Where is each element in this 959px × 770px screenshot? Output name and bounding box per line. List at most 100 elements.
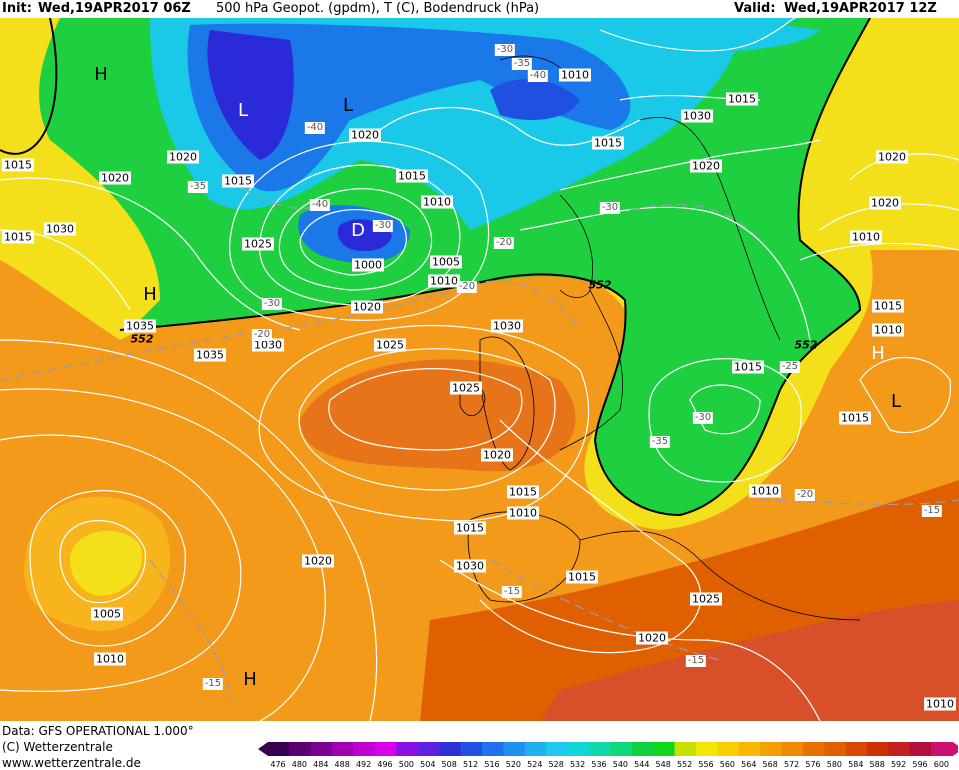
website-link[interactable]: www.wetterzentrale.de — [2, 756, 141, 770]
legend-tick-label: 488 — [334, 760, 350, 769]
pressure-label: 1035 — [194, 348, 226, 362]
pressure-label: 1015 — [2, 158, 34, 172]
isobar-1005 — [59, 520, 146, 604]
legend-tick-label: 540 — [612, 760, 629, 769]
legend-tick-label: 500 — [398, 760, 415, 769]
legend-tick-label: 584 — [848, 760, 864, 769]
pressure-label: 1025 — [690, 592, 722, 606]
isobar-1020-west — [0, 177, 301, 331]
legend-color-cell — [760, 742, 783, 756]
high-pressure-marker: H — [143, 284, 157, 305]
legend-color-cell — [631, 742, 654, 756]
isobar-1030-ne — [519, 206, 811, 341]
geopotential-label: 552 — [130, 332, 154, 346]
temperature-label: -20 — [251, 329, 273, 341]
temp-line-sw — [149, 559, 231, 701]
isobar-1030 — [298, 348, 556, 491]
contour-552-west — [0, 18, 58, 155]
coast-britain — [479, 336, 535, 471]
legend-tick-label: 496 — [377, 760, 393, 769]
low-pressure-marker: L — [237, 100, 249, 121]
temperature-label: -35 — [511, 58, 533, 70]
legend-color-cell — [653, 742, 676, 756]
low-pressure-marker: L — [342, 95, 354, 116]
temperature-label: -20 — [794, 489, 816, 501]
legend-color-cell — [910, 742, 932, 756]
pressure-label: 1020 — [351, 300, 383, 314]
legend-color-cell — [589, 742, 611, 756]
high-pressure-marker: H — [94, 64, 108, 85]
legend-color-cell — [696, 742, 718, 756]
isobar-1010 — [29, 490, 186, 647]
pressure-label: 1030 — [681, 109, 713, 123]
coast-mediterranean — [579, 530, 861, 621]
pressure-label: 1005 — [91, 607, 123, 621]
pressure-label: 1030 — [44, 222, 76, 236]
pressure-label: 1030 — [252, 338, 284, 352]
legend-tick-label: 528 — [548, 760, 564, 769]
coast-norway — [559, 194, 594, 298]
legend-color-cell — [310, 742, 333, 756]
isobar-1015 — [0, 388, 326, 721]
legend-tick-label: 548 — [655, 760, 671, 769]
legend-tick-label: 512 — [462, 760, 479, 769]
cold-core-north — [207, 30, 294, 160]
pressure-label: 1030 — [454, 559, 486, 573]
isobar-1025 — [258, 325, 589, 522]
init-time: Wed,19APR2017 06Z — [38, 1, 191, 16]
legend-color-cell — [524, 742, 547, 756]
isobar-1010-east — [799, 242, 959, 261]
pressure-label: 1015 — [732, 360, 764, 374]
low-pressure-marker: L — [890, 391, 902, 412]
pressure-label: 1015 — [726, 92, 758, 106]
weather-map — [0, 18, 959, 721]
legend-color-cell — [289, 742, 312, 756]
pressure-label: 1015 — [396, 169, 428, 183]
isobar-1015-south — [439, 559, 821, 721]
legend-tick-label: 484 — [313, 760, 329, 769]
contour-552 — [119, 18, 871, 517]
legend-tick-label: 492 — [355, 760, 372, 769]
temperature-label: -20 — [456, 281, 478, 293]
legend-tick-label: 520 — [505, 760, 522, 769]
pressure-label: 1015 — [592, 136, 624, 150]
chart-header: Init: Wed,19APR2017 06Z 500 hPa Geopot. … — [0, 0, 959, 18]
geopotential-label: 552 — [794, 338, 818, 352]
temperature-label: -35 — [649, 436, 671, 448]
isobar-1035 — [328, 368, 523, 451]
legend-tick-label: 600 — [933, 760, 950, 769]
pressure-label: 1035 — [124, 319, 156, 333]
isobar-low-europe — [689, 384, 761, 435]
pressure-label: 1010 — [850, 230, 882, 244]
legend-tick-label: 572 — [783, 760, 800, 769]
geopotential-label: 552 — [588, 278, 612, 292]
pressure-label: 1010 — [421, 195, 453, 209]
legend-tick-label: 544 — [634, 760, 650, 769]
low-pressure-marker: D — [351, 220, 365, 241]
temperature-label: -15 — [501, 586, 523, 598]
isobar-1020 — [0, 339, 378, 721]
temperature-label: -15 — [685, 655, 707, 667]
legend-tick-label: 516 — [484, 760, 500, 769]
legend-tick-label: 480 — [291, 760, 308, 769]
copyright-text: (C) Wetterzentrale — [2, 740, 113, 754]
legend-color-cell — [439, 742, 462, 756]
pressure-label: 1010 — [428, 274, 460, 288]
pressure-label: 1015 — [839, 411, 871, 425]
legend-tick-label: 508 — [441, 760, 457, 769]
legend-color-cell — [567, 742, 590, 756]
isobar-1015-north — [599, 18, 796, 52]
legend-tick-label: 596 — [912, 760, 928, 769]
legend-max-arrow — [952, 742, 958, 756]
pressure-label: 1020 — [167, 150, 199, 164]
legend-color-cell — [867, 742, 890, 756]
pressure-label: 1020 — [690, 159, 722, 173]
legend-tick-label: 580 — [826, 760, 843, 769]
legend-color-cell — [396, 742, 419, 756]
pressure-label: 1030 — [491, 319, 523, 333]
legend-color-cell — [674, 742, 697, 756]
cutoff-core-area — [70, 530, 142, 596]
legend-min-arrow — [258, 742, 268, 756]
temperature-label: -15 — [921, 505, 943, 517]
temperature-label: -30 — [261, 298, 283, 310]
